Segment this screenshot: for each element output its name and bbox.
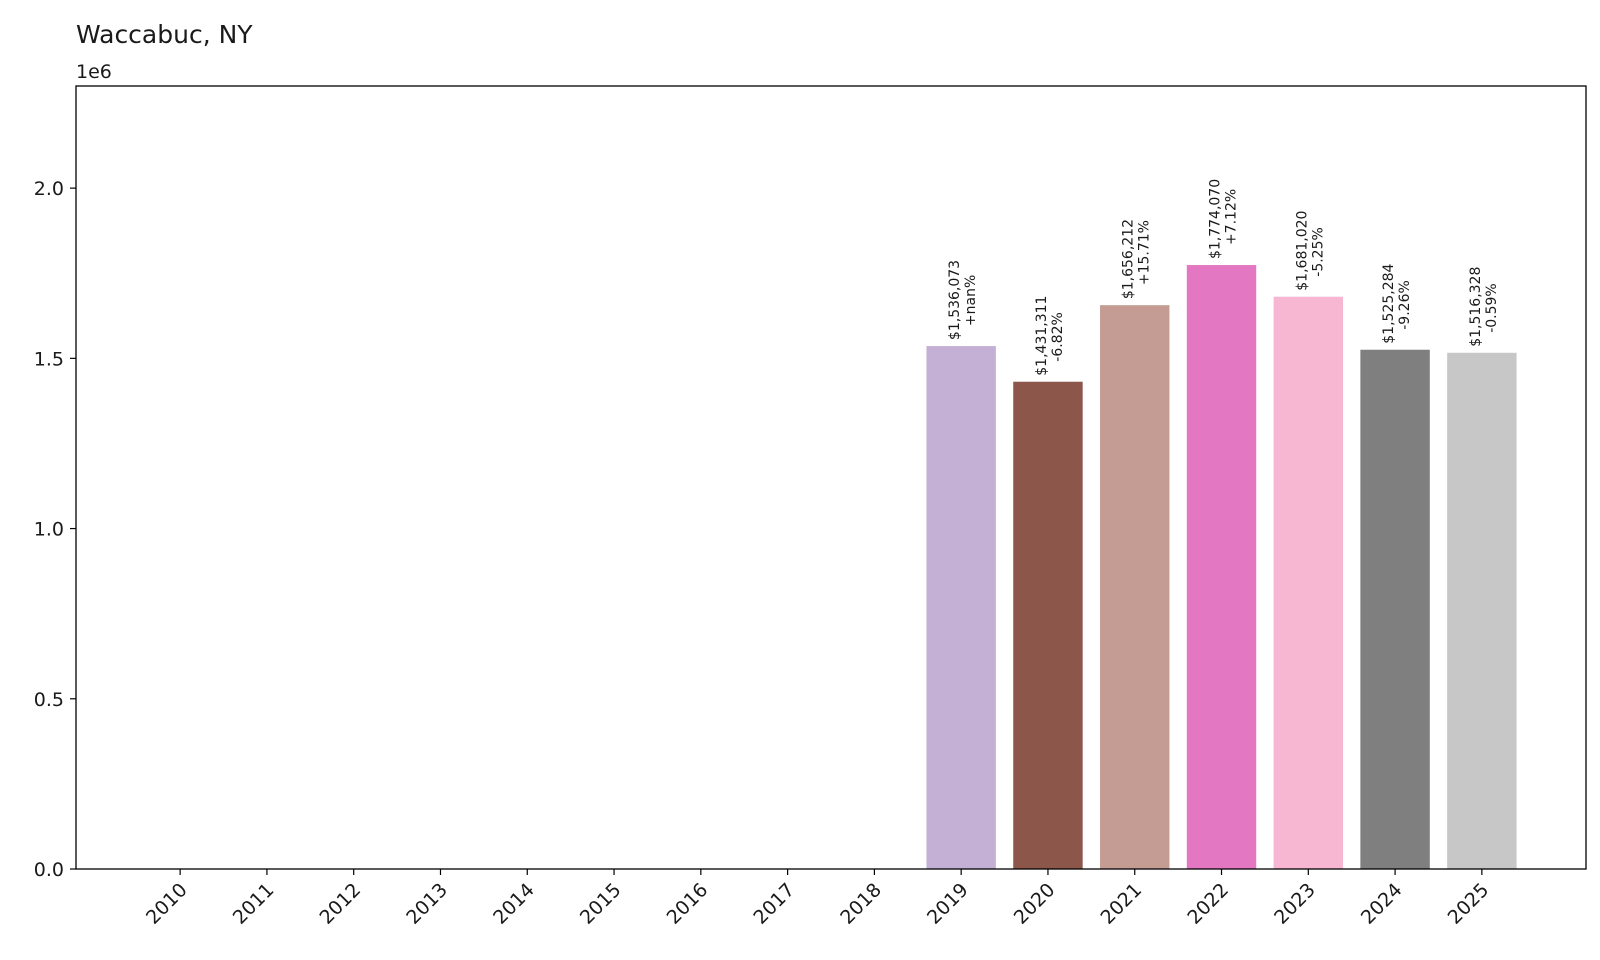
x-tick-label-2018: 2018 — [836, 879, 886, 929]
bar-2020 — [1013, 381, 1083, 869]
bar-2025 — [1447, 352, 1517, 870]
plot-area-frame — [75, 85, 1587, 870]
bar-change-text-2023: -5.25% — [1310, 227, 1326, 277]
bar-2023 — [1273, 296, 1344, 870]
x-tick-label-2024: 2024 — [1357, 879, 1407, 929]
chart-title: Waccabuc, NY — [76, 20, 253, 49]
bar-change-text-2021: +15.71% — [1137, 220, 1153, 285]
bar-value-text-2023: $1,681,020 — [1294, 211, 1310, 291]
x-tick-label-2011: 2011 — [229, 879, 279, 929]
bar-change-text-2020: -6.82% — [1050, 312, 1066, 362]
bar-value-text-2020: $1,431,311 — [1034, 296, 1050, 376]
bar-change-text-2024: -9.26% — [1397, 280, 1413, 330]
x-tick-label-2017: 2017 — [749, 879, 799, 929]
bar-2024 — [1360, 349, 1430, 870]
x-tick-label-2022: 2022 — [1183, 879, 1233, 929]
bar-value-label-2019: $1,536,073+nan% — [947, 260, 979, 340]
bar-2021 — [1100, 305, 1170, 869]
bar-value-text-2019: $1,536,073 — [947, 260, 963, 340]
x-tick-label-2013: 2013 — [402, 879, 452, 929]
x-tick-label-2016: 2016 — [663, 879, 713, 929]
x-tick-label-2023: 2023 — [1270, 879, 1320, 929]
bar-value-label-2021: $1,656,212+15.71% — [1121, 219, 1153, 299]
y-tick-label-2.0: 2.0 — [34, 178, 64, 200]
bar-value-label-2025: $1,516,328-0.59% — [1468, 267, 1500, 347]
bar-2022 — [1186, 265, 1257, 869]
bar-value-label-2020: $1,431,311-6.82% — [1034, 296, 1066, 376]
x-tick-label-2014: 2014 — [489, 879, 539, 929]
bar-value-label-2023: $1,681,020-5.25% — [1294, 211, 1326, 291]
bar-value-text-2024: $1,525,284 — [1381, 263, 1397, 343]
bar-change-text-2022: +7.12% — [1224, 189, 1240, 245]
x-tick-label-2021: 2021 — [1097, 879, 1147, 929]
x-tick-label-2019: 2019 — [923, 879, 973, 929]
bar-value-text-2022: $1,774,070 — [1208, 179, 1224, 259]
bar-2019 — [926, 346, 996, 869]
bar-value-label-2024: $1,525,284-9.26% — [1381, 263, 1413, 343]
y-tick-label-1.0: 1.0 — [34, 519, 64, 541]
x-tick-label-2025: 2025 — [1444, 879, 1494, 929]
bar-change-text-2025: -0.59% — [1484, 283, 1500, 333]
x-tick-label-2020: 2020 — [1010, 879, 1060, 929]
x-tick-label-2015: 2015 — [576, 879, 626, 929]
bar-change-text-2019: +nan% — [963, 275, 979, 326]
y-tick-label-0.0: 0.0 — [34, 859, 64, 881]
y-tick-label-0.5: 0.5 — [34, 689, 64, 711]
bar-value-label-2022: $1,774,070+7.12% — [1208, 179, 1240, 259]
x-tick-label-2012: 2012 — [315, 879, 365, 929]
y-tick-label-1.5: 1.5 — [34, 348, 64, 370]
bar-value-text-2025: $1,516,328 — [1468, 267, 1484, 347]
bar-value-text-2021: $1,656,212 — [1121, 219, 1137, 299]
y-axis-offset-label: 1e6 — [76, 61, 112, 83]
x-tick-label-2010: 2010 — [142, 879, 192, 929]
